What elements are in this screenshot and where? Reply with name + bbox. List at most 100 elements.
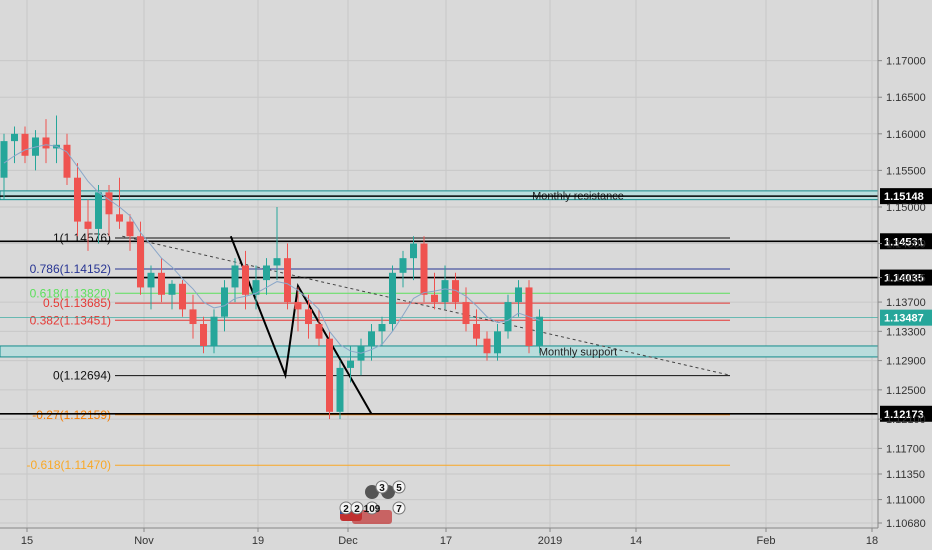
price-tick-label: 1.12100 xyxy=(886,414,926,426)
candle-body xyxy=(263,265,270,281)
price-tick-label: 1.12900 xyxy=(886,356,926,368)
candle-body xyxy=(252,280,260,295)
price-zone-label: Monthly support xyxy=(539,346,617,358)
time-tick-label: 2019 xyxy=(538,535,562,547)
candle-body xyxy=(399,258,407,273)
time-tick-label: Nov xyxy=(134,535,154,547)
time-tick-label: Feb xyxy=(757,535,776,547)
time-tick-label: 14 xyxy=(630,535,642,547)
moving-average-line xyxy=(3,144,540,354)
candle-body xyxy=(294,302,302,310)
candle-body xyxy=(420,243,428,295)
price-tag xyxy=(880,233,932,250)
fib-level-label: 0(1.12694) xyxy=(53,369,111,383)
price-tag-label: 1.14035 xyxy=(884,273,924,285)
event-count: 2 xyxy=(343,504,349,515)
candle-body xyxy=(336,367,344,412)
candle-body xyxy=(21,133,29,156)
candle-body xyxy=(536,316,543,346)
candle-body xyxy=(126,221,134,237)
grid-lines xyxy=(0,0,878,528)
fib-level-label: -0.618(1.11470) xyxy=(26,458,111,472)
candle-body xyxy=(11,133,18,142)
candle-body xyxy=(389,272,396,325)
price-tag xyxy=(880,405,932,422)
price-zone xyxy=(0,345,879,358)
dashed-trendline[interactable] xyxy=(122,235,731,376)
candle-body xyxy=(63,144,71,178)
price-tag-label: 1.14531 xyxy=(884,236,924,248)
event-count: 7 xyxy=(396,504,402,515)
price-tick-label: 1.10680 xyxy=(886,518,926,530)
moving-average-path xyxy=(3,144,540,354)
zigzag-pattern[interactable] xyxy=(229,235,373,415)
candle-body xyxy=(179,283,186,310)
fib-level-label: 1(1.14576) xyxy=(53,231,111,245)
candle-body xyxy=(200,324,207,346)
candle-body xyxy=(515,287,522,303)
candle-body xyxy=(347,360,354,368)
candle-body xyxy=(74,177,81,222)
fib-level-label: 0.786(1.14152) xyxy=(30,262,111,276)
candle-body xyxy=(452,280,459,303)
candle-body xyxy=(42,137,50,149)
candle-body xyxy=(305,309,312,325)
candle-body xyxy=(0,141,8,178)
price-tick-label: 1.11700 xyxy=(886,443,925,455)
candle-body xyxy=(158,272,165,295)
current-price-tag xyxy=(880,309,932,326)
event-icon[interactable] xyxy=(365,485,379,499)
candle-body xyxy=(441,280,449,303)
price-tick-label: 1.16500 xyxy=(886,92,926,104)
fib-level-label: -0.27(1.12159) xyxy=(32,408,111,422)
price-tick-label: 1.14500 xyxy=(886,239,926,251)
event-count-badge[interactable] xyxy=(375,480,389,494)
time-tick-label: 19 xyxy=(252,535,264,547)
price-tag-label: 1.12173 xyxy=(884,409,924,421)
price-tick-label: 1.14035 xyxy=(886,273,926,285)
current-price-label: 1.13487 xyxy=(884,313,924,325)
time-tick-label: 17 xyxy=(440,535,452,547)
price-tick-label: 1.15500 xyxy=(886,165,926,177)
event-count-badge[interactable] xyxy=(365,501,379,515)
candle-body xyxy=(326,338,333,412)
candle-body xyxy=(116,214,123,222)
price-tick-label: 1.11000 xyxy=(886,495,925,507)
candle-body xyxy=(147,272,155,288)
price-tag xyxy=(880,188,932,205)
candle-body xyxy=(95,192,102,229)
price-tick-label: 1.13300 xyxy=(886,326,926,338)
price-axis[interactable]: 1.17000 1.16500 1.16000 1.15500 1.15000 1.145… xyxy=(877,0,926,530)
price-tick-label: 1.11350 xyxy=(886,469,925,481)
candle-body xyxy=(315,324,323,339)
candle-body xyxy=(378,324,386,332)
candle-body xyxy=(189,309,197,325)
candle-body xyxy=(221,287,228,317)
candle-body xyxy=(284,258,291,303)
candle-body xyxy=(231,265,239,288)
price-tick-label: 1.17000 xyxy=(886,56,926,68)
candle-body xyxy=(242,265,249,295)
candle-body xyxy=(483,338,491,354)
candle-body xyxy=(137,236,144,288)
event-count: 2 xyxy=(354,504,360,515)
event-count-badge[interactable] xyxy=(392,480,406,494)
fib-level-label: 0.382(1.13451) xyxy=(30,313,111,327)
time-tick-label: 18 xyxy=(866,535,878,547)
candle-body xyxy=(210,316,218,346)
candle-body xyxy=(84,221,92,229)
candle-body xyxy=(431,294,438,303)
event-count: 3 xyxy=(379,483,385,494)
economic-events[interactable]: 3 5 2 2 109 7 xyxy=(339,480,406,524)
time-axis[interactable]: 15 Nov 19 Dec 17 2019 14 Feb 18 xyxy=(0,527,878,547)
price-tick-label: 1.16000 xyxy=(886,129,926,141)
event-count-badge[interactable] xyxy=(392,501,406,515)
trend-lines[interactable] xyxy=(122,235,731,415)
price-tag xyxy=(880,269,932,286)
price-tag-label: 1.15148 xyxy=(884,191,924,203)
time-tick-label: 15 xyxy=(21,535,33,547)
event-count-badge[interactable] xyxy=(350,501,364,515)
candle-body xyxy=(273,258,281,266)
flag-icon[interactable] xyxy=(352,510,392,524)
